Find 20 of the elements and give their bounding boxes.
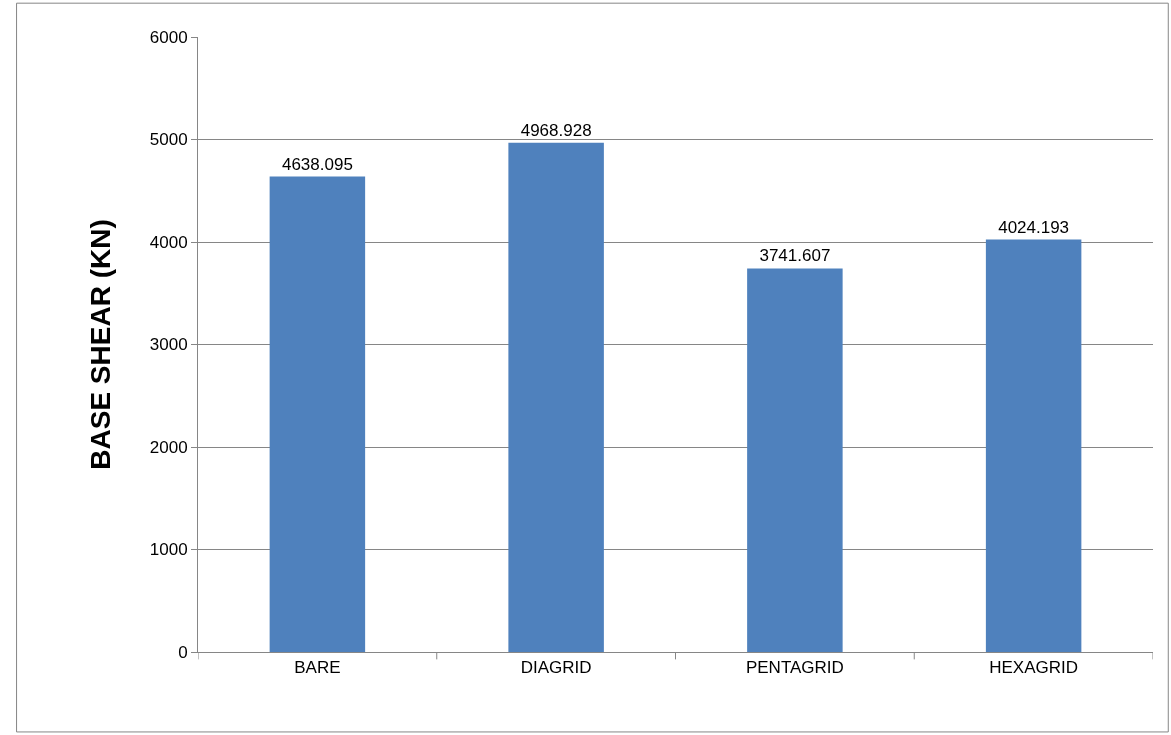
x-tick-label: DIAGRID (520, 658, 592, 678)
y-axis-title: BASE SHEAR (KN) (85, 219, 117, 470)
y-tick-label: 5000 (149, 130, 188, 150)
data-label: 4638.095 (281, 154, 353, 174)
y-tick-label: 2000 (149, 437, 188, 457)
y-tick-label: 3000 (149, 335, 188, 355)
y-tick-label: 0 (178, 642, 188, 662)
x-tick-label: BARE (294, 658, 341, 678)
x-tick-label: HEXAGRID (989, 658, 1079, 678)
bar (747, 268, 843, 652)
bar (985, 239, 1082, 652)
data-label: 4968.928 (520, 120, 592, 140)
bar (269, 176, 366, 652)
y-tick-label: 6000 (149, 27, 188, 47)
x-tick-label: PENTAGRID (745, 658, 844, 678)
bar (508, 142, 604, 652)
data-label: 3741.607 (759, 246, 831, 266)
y-tick-label: 1000 (149, 540, 188, 560)
data-label: 4024.193 (998, 217, 1070, 237)
y-tick-label: 4000 (149, 232, 188, 252)
